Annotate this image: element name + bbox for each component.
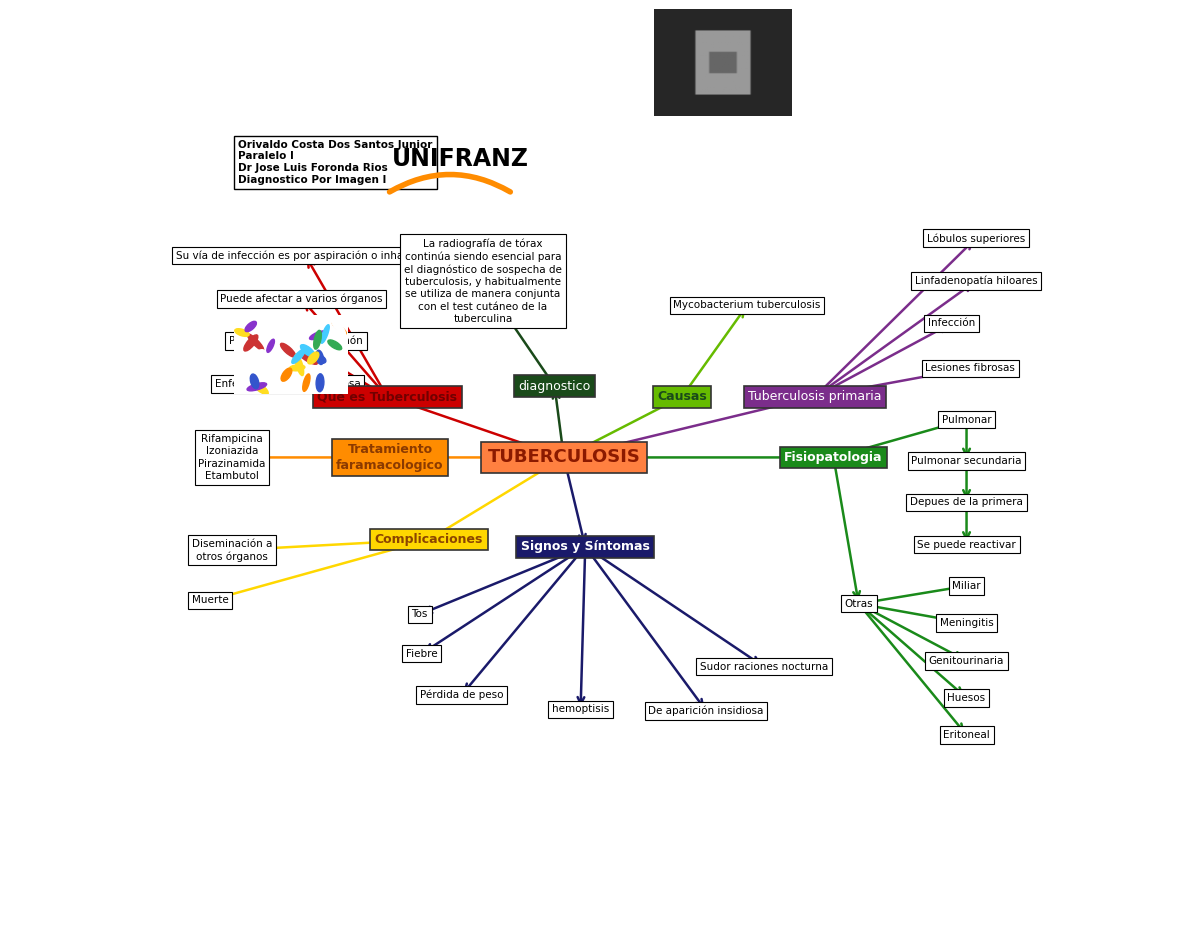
Text: Muerte: Muerte: [192, 595, 229, 605]
Ellipse shape: [300, 353, 317, 364]
Text: UNIFRANZ: UNIFRANZ: [391, 147, 529, 171]
Text: Lóbulos superiores: Lóbulos superiores: [926, 233, 1025, 244]
Ellipse shape: [332, 322, 347, 334]
Text: Lesiones fibrosas: Lesiones fibrosas: [925, 363, 1015, 374]
Ellipse shape: [266, 339, 275, 352]
Ellipse shape: [241, 324, 251, 342]
Ellipse shape: [320, 324, 329, 343]
Text: Depues de la primera: Depues de la primera: [910, 498, 1022, 507]
Text: Fiebre: Fiebre: [406, 649, 437, 659]
Text: Tuberculosis primaria: Tuberculosis primaria: [749, 390, 882, 403]
Text: Sudor raciones nocturna: Sudor raciones nocturna: [700, 662, 828, 671]
Text: Genitourinaria: Genitourinaria: [929, 656, 1004, 666]
Text: Linfadenopatía hiloares: Linfadenopatía hiloares: [914, 276, 1037, 286]
Ellipse shape: [319, 370, 335, 375]
Text: Pulmonar: Pulmonar: [942, 414, 991, 425]
Ellipse shape: [281, 343, 295, 357]
Text: Meningitis: Meningitis: [940, 618, 994, 628]
Ellipse shape: [310, 331, 326, 339]
Ellipse shape: [331, 318, 346, 337]
Ellipse shape: [300, 345, 314, 357]
Text: Tratamiento
faramacologico: Tratamiento faramacologico: [336, 443, 444, 472]
Text: Diseminación a
otros órganos: Diseminación a otros órganos: [192, 539, 272, 562]
Text: Otras: Otras: [845, 599, 872, 609]
Ellipse shape: [247, 383, 266, 391]
Ellipse shape: [295, 354, 304, 375]
Text: La radiografía de tórax
continúa siendo esencial para
el diagnóstico de sospecha: La radiografía de tórax continúa siendo …: [404, 238, 562, 324]
Text: Enfermedad granulomatosa: Enfermedad granulomatosa: [215, 379, 360, 389]
Ellipse shape: [302, 374, 310, 391]
Text: Infección: Infección: [928, 318, 976, 328]
Ellipse shape: [292, 349, 305, 363]
Text: Principalmente al pulmón: Principalmente al pulmón: [229, 336, 362, 347]
Ellipse shape: [328, 340, 342, 349]
Ellipse shape: [316, 374, 324, 392]
Text: Miliar: Miliar: [953, 581, 980, 590]
Ellipse shape: [307, 352, 319, 364]
Ellipse shape: [270, 351, 286, 362]
Ellipse shape: [313, 330, 322, 349]
Text: Su vía de infección es por aspiración o inhalación: Su vía de infección es por aspiración o …: [176, 250, 434, 260]
Text: Eritoneal: Eritoneal: [943, 730, 990, 740]
Text: Fisiopatologia: Fisiopatologia: [785, 451, 883, 464]
Text: Pérdida de peso: Pérdida de peso: [420, 690, 503, 701]
Ellipse shape: [281, 368, 292, 381]
Text: Pulmonar secundaria: Pulmonar secundaria: [911, 456, 1021, 466]
Ellipse shape: [312, 354, 326, 363]
Text: Tos: Tos: [412, 609, 428, 619]
Text: Que es Tuberculosis: Que es Tuberculosis: [317, 390, 457, 403]
Text: Se puede reactivar: Se puede reactivar: [917, 540, 1016, 550]
Ellipse shape: [289, 365, 305, 371]
Ellipse shape: [244, 335, 258, 351]
Text: Causas: Causas: [658, 390, 707, 403]
Ellipse shape: [316, 350, 324, 364]
Text: Puede afectar a varios órganos: Puede afectar a varios órganos: [221, 294, 383, 304]
Ellipse shape: [245, 322, 257, 332]
Text: hemoptisis: hemoptisis: [552, 705, 610, 715]
Text: De aparición insidiosa: De aparición insidiosa: [648, 705, 764, 716]
Text: Mycobacterium tuberculosis: Mycobacterium tuberculosis: [673, 300, 821, 311]
Text: TUBERCULOSIS: TUBERCULOSIS: [487, 449, 641, 466]
Text: Signos y Síntomas: Signos y Síntomas: [521, 540, 649, 553]
Ellipse shape: [248, 349, 264, 360]
Text: diagnostico: diagnostico: [518, 379, 590, 392]
Text: Orivaldo Costa Dos Santos Junior
Paralelo I
Dr Jose Luis Foronda Rios
Diagnostic: Orivaldo Costa Dos Santos Junior Paralel…: [239, 140, 433, 184]
Text: Huesos: Huesos: [948, 693, 985, 703]
Text: Rifampicina
Izoniazida
Pirazinamida
Etambutol: Rifampicina Izoniazida Pirazinamida Etam…: [198, 434, 265, 481]
Ellipse shape: [252, 381, 269, 395]
Ellipse shape: [235, 329, 250, 337]
Ellipse shape: [251, 375, 259, 388]
Text: Complicaciones: Complicaciones: [374, 533, 484, 546]
Ellipse shape: [247, 334, 264, 350]
